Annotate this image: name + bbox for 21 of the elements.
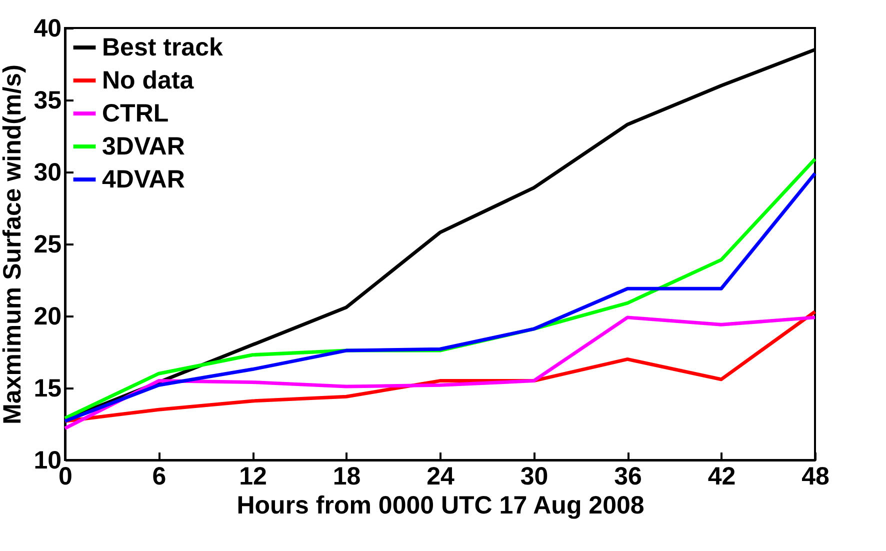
legend-label: 4DVAR [102, 166, 185, 194]
x-tick-label: 36 [614, 462, 642, 490]
x-tick-label: 42 [708, 462, 736, 490]
y-tick-label: 30 [34, 158, 62, 186]
x-tick-label: 18 [332, 462, 361, 490]
legend-label: 3DVAR [102, 132, 185, 160]
legend-label: Best track [102, 34, 223, 62]
x-tick-label: 12 [239, 462, 267, 490]
y-tick-label: 35 [34, 86, 62, 114]
legend-label: No data [102, 66, 195, 94]
x-tick-label: 24 [426, 462, 454, 490]
y-tick-label: 15 [34, 374, 62, 402]
y-tick-label: 40 [34, 14, 62, 42]
y-axis-title: Maxmimum Surface wind(m/s) [0, 64, 27, 424]
legend-label: CTRL [102, 100, 169, 128]
y-tick-label: 25 [34, 230, 62, 258]
x-axis-title: Hours from 0000 UTC 17 Aug 2008 [236, 492, 644, 520]
x-tick-label: 6 [152, 462, 166, 490]
y-tick-label: 20 [34, 302, 62, 330]
x-tick-label: 30 [520, 462, 548, 490]
x-tick-label: 48 [802, 462, 830, 490]
